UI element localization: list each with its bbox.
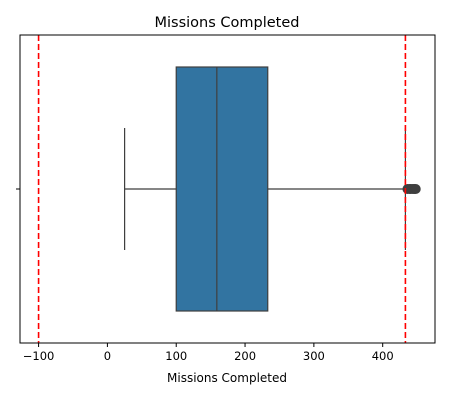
x-axis-label: Missions Completed: [167, 371, 287, 385]
x-tick-label: −100: [23, 349, 55, 363]
plot-area: [39, 35, 421, 343]
x-tick-label: 100: [165, 349, 187, 363]
x-tick-label: 300: [303, 349, 325, 363]
iqr-box: [176, 67, 268, 311]
x-tick-label: 0: [104, 349, 111, 363]
chart-title: Missions Completed: [155, 15, 300, 31]
x-tick-label: 200: [234, 349, 256, 363]
x-tick-label: 400: [372, 349, 394, 363]
outlier-point: [411, 185, 420, 194]
